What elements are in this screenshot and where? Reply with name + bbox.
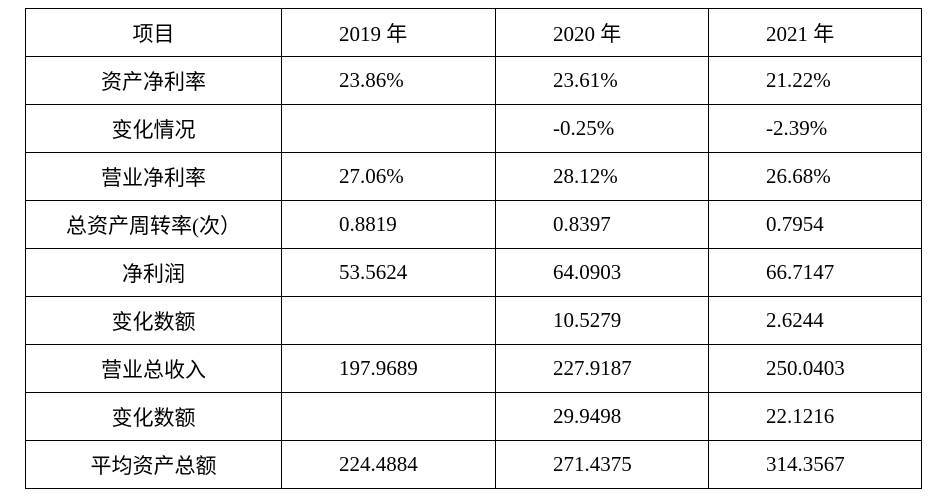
cell: 271.4375 xyxy=(495,440,709,489)
row-label: 项目 xyxy=(25,8,282,57)
cell xyxy=(281,392,496,441)
row-label: 营业总收入 xyxy=(25,344,282,393)
cell xyxy=(281,296,496,345)
table-row: 资产净利率 23.86% 23.61% 21.22% xyxy=(25,56,922,105)
cell: 22.1216 xyxy=(708,392,922,441)
cell xyxy=(281,104,496,153)
cell: 23.86% xyxy=(281,56,496,105)
row-label: 变化数额 xyxy=(25,296,282,345)
cell: 224.4884 xyxy=(281,440,496,489)
data-table: 项目 2019 年 2020 年 2021 年资产净利率 23.86% 23.61% 21.… xyxy=(25,8,922,489)
row-label: 资产净利率 xyxy=(25,56,282,105)
cell: 23.61% xyxy=(495,56,709,105)
row-label: 总资产周转率(次） xyxy=(25,200,282,249)
row-label: 净利润 xyxy=(25,248,282,297)
table-row: 平均资产总额 224.4884 271.4375 314.3567 xyxy=(25,440,922,489)
cell: 29.9498 xyxy=(495,392,709,441)
cell: 64.0903 xyxy=(495,248,709,297)
cell: -0.25% xyxy=(495,104,709,153)
cell: 0.8819 xyxy=(281,200,496,249)
row-label: 平均资产总额 xyxy=(25,440,282,489)
cell: 197.9689 xyxy=(281,344,496,393)
cell: 250.0403 xyxy=(708,344,922,393)
table-row: 总资产周转率(次） 0.8819 0.8397 0.7954 xyxy=(25,200,922,249)
header-row: 项目 2019 年 2020 年 2021 年 xyxy=(25,8,922,57)
row-label: 营业净利率 xyxy=(25,152,282,201)
cell: 2019 年 xyxy=(281,8,496,57)
cell: 26.68% xyxy=(708,152,922,201)
cell: 0.8397 xyxy=(495,200,709,249)
cell: -2.39% xyxy=(708,104,922,153)
table-row: 营业净利率 27.06% 28.12% 26.68% xyxy=(25,152,922,201)
cell: 227.9187 xyxy=(495,344,709,393)
row-label: 变化数额 xyxy=(25,392,282,441)
cell: 66.7147 xyxy=(708,248,922,297)
cell: 2021 年 xyxy=(708,8,922,57)
table-row: 变化情况 -0.25% -2.39% xyxy=(25,104,922,153)
row-label: 变化情况 xyxy=(25,104,282,153)
cell: 2020 年 xyxy=(495,8,709,57)
table-row: 变化数额 29.9498 22.1216 xyxy=(25,392,922,441)
cell: 53.5624 xyxy=(281,248,496,297)
table-row: 变化数额 10.5279 2.6244 xyxy=(25,296,922,345)
cell: 21.22% xyxy=(708,56,922,105)
cell: 28.12% xyxy=(495,152,709,201)
table-row: 净利润 53.5624 64.0903 66.7147 xyxy=(25,248,922,297)
cell: 10.5279 xyxy=(495,296,709,345)
cell: 314.3567 xyxy=(708,440,922,489)
cell: 27.06% xyxy=(281,152,496,201)
table-row: 营业总收入 197.9689 227.9187 250.0403 xyxy=(25,344,922,393)
cell: 2.6244 xyxy=(708,296,922,345)
cell: 0.7954 xyxy=(708,200,922,249)
table-body: 项目 2019 年 2020 年 2021 年资产净利率 23.86% 23.61% 21.… xyxy=(25,8,922,489)
